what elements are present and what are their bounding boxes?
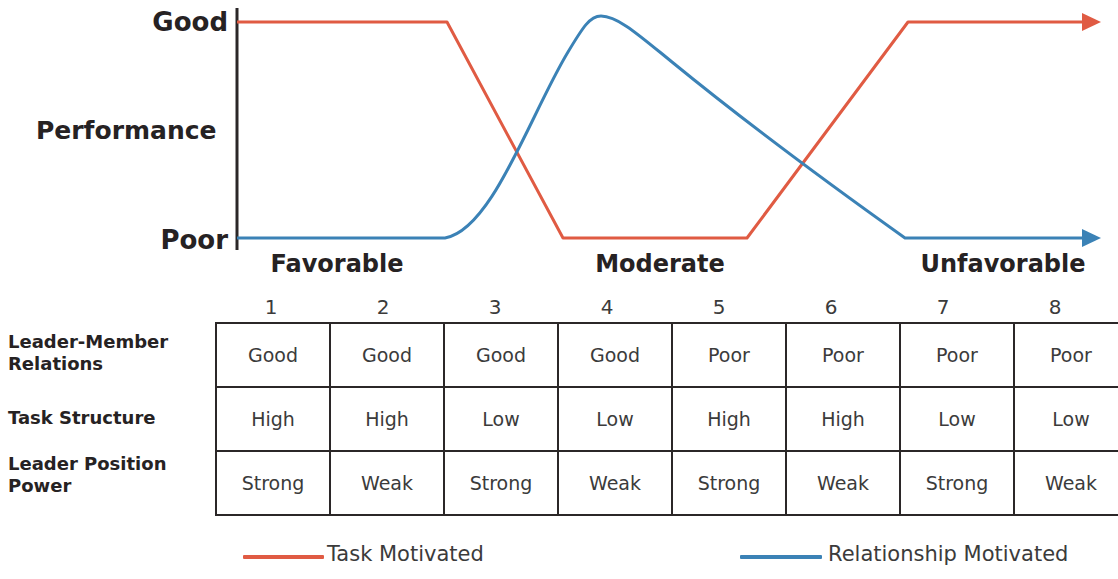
table-cell: Weak <box>786 451 900 515</box>
octant-number: 6 <box>775 292 887 322</box>
table-cell: Poor <box>900 323 1014 387</box>
y-axis-good-label: Good <box>118 7 228 37</box>
legend-swatch <box>740 555 822 559</box>
octant-number: 7 <box>887 292 999 322</box>
table-cell: Strong <box>672 451 786 515</box>
table-cell: Weak <box>330 451 444 515</box>
table-cell: Low <box>558 387 672 451</box>
table-cell: Good <box>330 323 444 387</box>
task-arrow-icon <box>1082 13 1101 31</box>
table-cell: Low <box>444 387 558 451</box>
x-label-favorable: Favorable <box>227 250 447 278</box>
row-label-task-structure: Task Structure <box>8 407 188 429</box>
table-cell: Poor <box>1014 323 1118 387</box>
relationship-motivated-line <box>237 16 1085 238</box>
table-cell: Poor <box>672 323 786 387</box>
table-row: Good Good Good Good Poor Poor Poor Poor <box>216 323 1118 387</box>
table-cell: High <box>216 387 330 451</box>
table-cell: Strong <box>444 451 558 515</box>
table-cell: Low <box>900 387 1014 451</box>
table-cell: High <box>786 387 900 451</box>
relationship-arrow-icon <box>1082 229 1101 247</box>
octant-number: 3 <box>439 292 551 322</box>
row-label-leader-member-relations: Leader-Member Relations <box>8 331 188 375</box>
octant-number: 2 <box>327 292 439 322</box>
legend-label-task-motivated: Task Motivated <box>327 542 484 566</box>
table-cell: Good <box>558 323 672 387</box>
table-cell: Good <box>444 323 558 387</box>
table-cell: Weak <box>1014 451 1118 515</box>
octant-table: Good Good Good Good Poor Poor Poor Poor … <box>215 322 1118 516</box>
table-cell: Low <box>1014 387 1118 451</box>
table-row: Strong Weak Strong Weak Strong Weak Stro… <box>216 451 1118 515</box>
legend-label-relationship-motivated: Relationship Motivated <box>828 542 1068 566</box>
octant-number-row: 1 2 3 4 5 6 7 8 <box>215 292 1111 322</box>
x-label-unfavorable: Unfavorable <box>893 250 1113 278</box>
legend-swatch <box>243 555 324 559</box>
table-cell: High <box>330 387 444 451</box>
table-cell: Strong <box>900 451 1014 515</box>
octant-number: 1 <box>215 292 327 322</box>
table-cell: High <box>672 387 786 451</box>
row-label-leader-position-power: Leader Position Power <box>8 453 188 497</box>
octant-number: 5 <box>663 292 775 322</box>
table-row: High High Low Low High High Low Low <box>216 387 1118 451</box>
y-axis-title: Performance <box>36 116 216 145</box>
octant-number: 4 <box>551 292 663 322</box>
x-label-moderate: Moderate <box>550 250 770 278</box>
octant-number: 8 <box>999 292 1111 322</box>
table-cell: Poor <box>786 323 900 387</box>
fiedler-contingency-figure: Good Performance Poor Favorable Moderate… <box>0 0 1118 579</box>
table-cell: Good <box>216 323 330 387</box>
table-cell: Strong <box>216 451 330 515</box>
y-axis-poor-label: Poor <box>118 225 228 255</box>
table-cell: Weak <box>558 451 672 515</box>
